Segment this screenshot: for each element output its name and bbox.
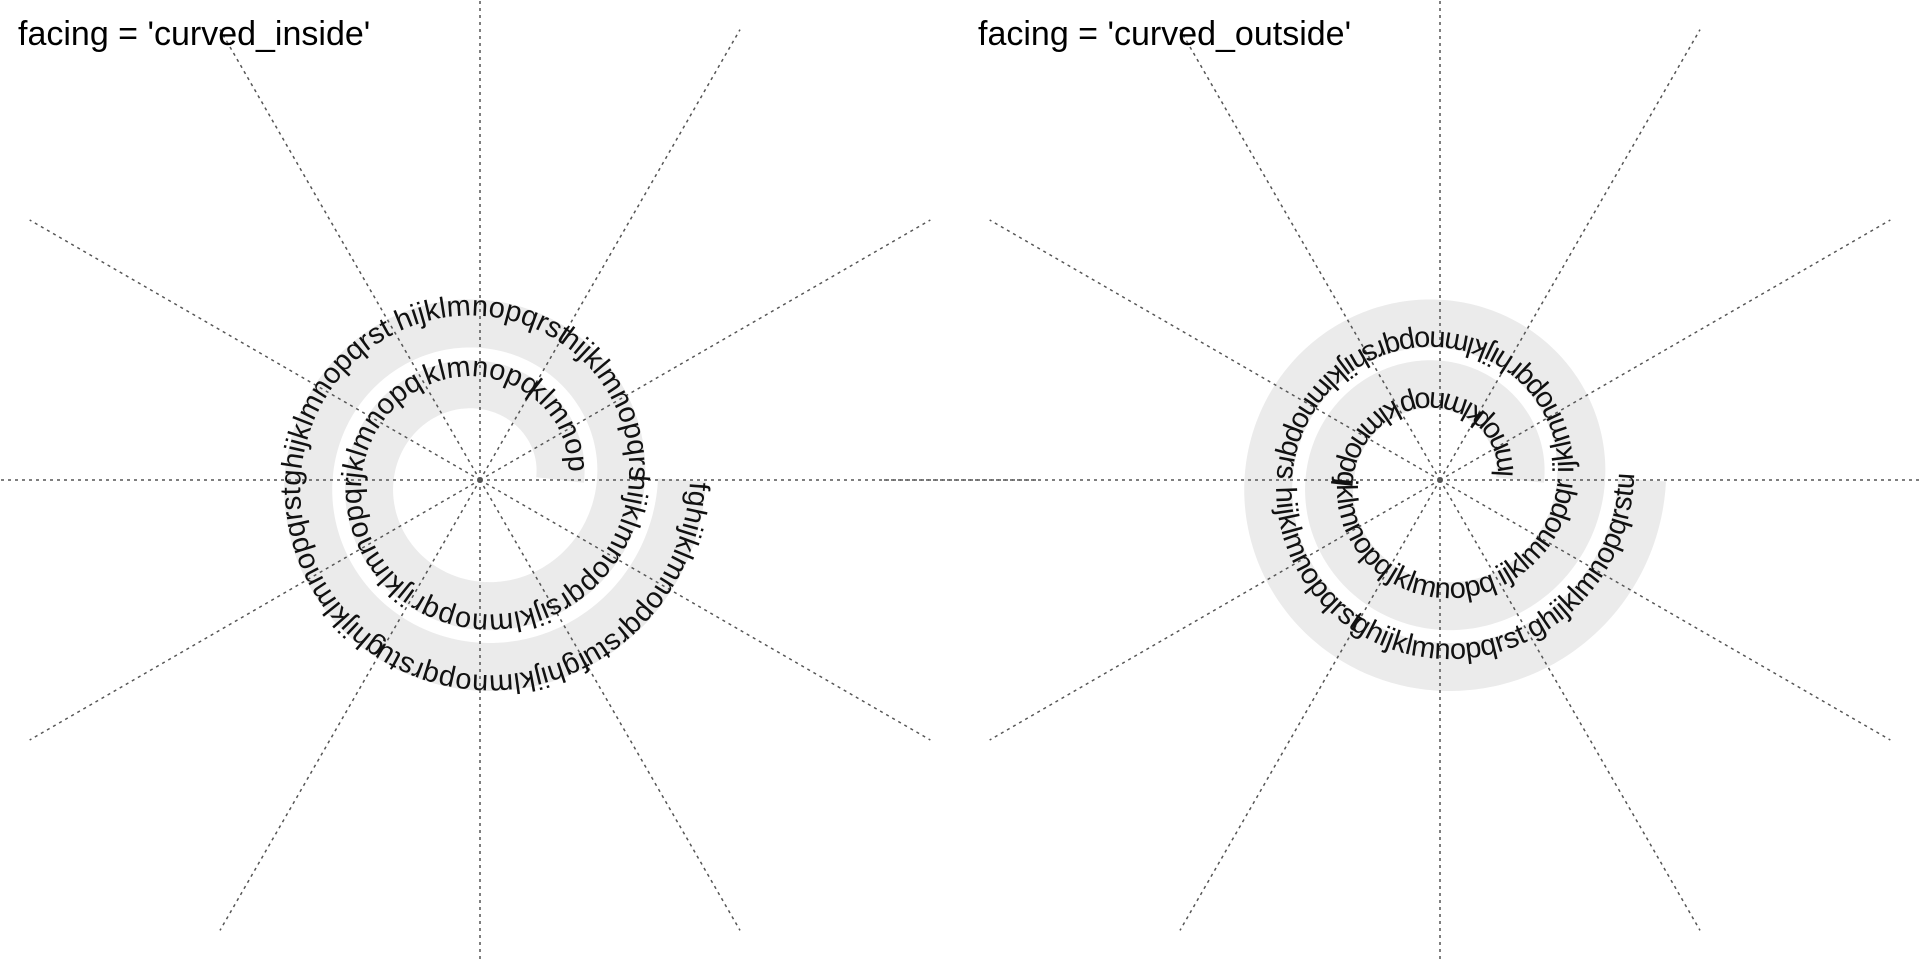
radial-grid-line	[479, 219, 931, 481]
spiral-label: abcdefghijklmnopqrstuvwxyz	[0, 0, 427, 481]
radial-grid-line	[219, 29, 481, 481]
radial-grid-line	[1439, 479, 1701, 931]
spiral-label: abcdefghijklmnopqrstuvwxyz	[0, 0, 1518, 379]
radial-grid-line	[1439, 219, 1891, 481]
radial-grid-line	[1439, 479, 1891, 741]
spiral-label: abcdefghijklmnopqrstuvwxyz	[0, 0, 420, 612]
radial-grid-line	[989, 479, 1441, 741]
radial-grid-lines	[880, 0, 1920, 960]
radial-grid-line	[479, 479, 741, 931]
spiral-label: abcdefghijklmnopqrstuvwxyz	[0, 0, 1490, 433]
spiral-label: abcdefghijklmnopqrstuvwxyz	[0, 0, 1406, 489]
radial-grid-line	[1179, 29, 1441, 481]
radial-grid-line	[219, 479, 481, 931]
panel-title-curved-inside: facing = 'curved_inside'	[18, 15, 370, 53]
panel-title-curved-outside: facing = 'curved_outside'	[978, 15, 1351, 53]
radial-grid-line	[479, 29, 741, 481]
radial-grid-lines	[0, 0, 1040, 960]
spiral-labels: abcdefghijklmnopqrstuvwxyzabcdefghijklmn…	[0, 0, 1641, 666]
radial-grid-line	[29, 479, 481, 741]
radial-grid-line	[29, 219, 481, 481]
radial-grid-line	[989, 219, 1441, 481]
radial-grid-line	[479, 479, 931, 741]
spiral-label: abcdefghijklmnopqrstuvwxyz	[0, 0, 1374, 481]
radial-grid-line	[1439, 29, 1701, 481]
radial-grid-line	[1179, 479, 1441, 931]
